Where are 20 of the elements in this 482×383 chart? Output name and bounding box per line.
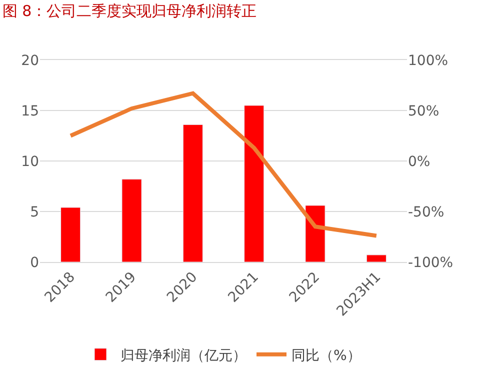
y-tick-label: 5 <box>30 204 39 220</box>
bar <box>122 178 142 262</box>
y2-tick-label: 0% <box>408 154 430 170</box>
y2-tick-label: -50% <box>408 204 444 220</box>
bar <box>60 207 81 262</box>
y-tick-label: 20 <box>21 52 39 69</box>
y2-tick-label: 100% <box>408 52 448 69</box>
bar <box>244 105 264 262</box>
bar <box>305 205 326 262</box>
y2-tick-label: 50% <box>408 103 440 120</box>
bar <box>366 254 386 262</box>
y-tick-label: 10 <box>21 154 39 170</box>
bar <box>182 124 203 262</box>
y2-tick-label: -100% <box>408 254 454 271</box>
legend-label: 归母净利润（亿元） <box>120 348 246 364</box>
chart-title: 图 8：公司二季度实现归母净利润转正 <box>2 2 257 20</box>
line-series <box>68 91 378 238</box>
y-tick-label: 0 <box>30 254 39 271</box>
legend-label: 同比（%） <box>292 348 361 364</box>
y-tick-label: 15 <box>21 103 39 120</box>
